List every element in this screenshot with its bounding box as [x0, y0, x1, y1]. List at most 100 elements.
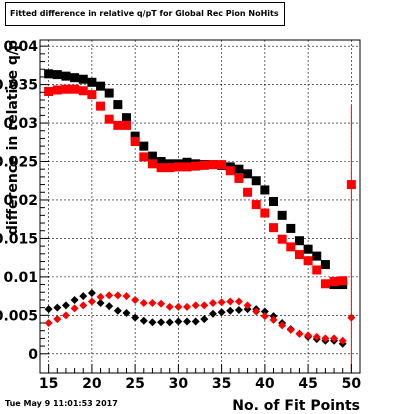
x-tick-label: 20: [82, 376, 102, 392]
data-point-diamond: [44, 319, 53, 328]
data-point-square: [312, 251, 322, 261]
data-point-diamond: [226, 306, 235, 315]
data-point-diamond: [226, 297, 235, 306]
y-tick-label: 0.03: [3, 116, 38, 132]
data-point-square: [139, 152, 149, 162]
data-point-diamond: [252, 307, 261, 316]
data-point-square: [78, 74, 88, 84]
data-point-diamond: [70, 295, 79, 304]
data-point-diamond: [234, 297, 243, 306]
y-tick-label: 0.02: [3, 193, 38, 209]
axis-layer: 15 20 25 30 35 40 45 50 0 0.005 0.01 0.015 0.02 0.025…: [0, 39, 361, 392]
x-tick-label: 35: [212, 376, 231, 392]
data-point-diamond: [260, 307, 269, 316]
data-point-square: [104, 88, 114, 98]
x-tick-label: 15: [39, 376, 58, 392]
data-point-diamond: [208, 309, 217, 318]
data-point-square: [234, 173, 244, 183]
data-point-diamond: [157, 299, 166, 308]
data-point-square: [208, 160, 218, 170]
data-point-diamond: [61, 311, 70, 320]
data-point-square: [156, 163, 166, 173]
data-point-square: [260, 185, 270, 195]
data-point-diamond: [70, 304, 79, 313]
data-point-square: [130, 137, 140, 147]
data-point-diamond: [105, 302, 114, 311]
data-point-square: [312, 265, 322, 275]
data-point-diamond: [87, 289, 96, 298]
data-point-square: [147, 159, 157, 169]
data-point-square: [121, 120, 131, 130]
data-point-diamond: [61, 301, 70, 310]
data-point-square: [294, 236, 304, 246]
timestamp-label: Tue May 9 11:01:53 2017: [5, 399, 118, 408]
y-axis-title: difference in relative q/p: [5, 40, 21, 235]
data-point-square: [52, 70, 62, 80]
chart-title: Fitted difference in relative q/pT for G…: [5, 2, 285, 26]
data-point-diamond: [96, 299, 105, 308]
data-point-square: [346, 180, 356, 190]
data-point-square: [286, 242, 296, 252]
y-tick-label: 0: [28, 347, 38, 363]
data-point-diamond: [217, 298, 226, 307]
data-point-diamond: [200, 301, 209, 310]
data-point-diamond: [44, 305, 53, 314]
data-point-square: [191, 161, 201, 171]
y-tick-label: 0.04: [3, 39, 38, 55]
data-point-square: [121, 113, 131, 123]
data-point-square: [61, 84, 71, 94]
data-point-square: [199, 160, 209, 170]
data-point-diamond: [217, 308, 226, 317]
x-tick-label: 25: [125, 376, 144, 392]
data-point-square: [217, 160, 227, 170]
data-point-square: [44, 87, 54, 97]
data-point-square: [251, 176, 261, 186]
y-tick-label: 0.035: [0, 78, 38, 94]
data-point-diamond: [165, 302, 174, 311]
data-point-diamond: [122, 309, 131, 318]
data-point-diamond: [165, 318, 174, 327]
data-point-diamond: [113, 306, 122, 315]
data-point-diamond: [113, 291, 122, 300]
data-point-square: [78, 86, 88, 96]
data-point-diamond: [312, 332, 321, 341]
data-point-square: [87, 77, 97, 87]
data-point-square: [286, 223, 296, 233]
data-point-square: [165, 163, 175, 173]
data-point-diamond: [139, 316, 148, 325]
data-point-square: [156, 157, 166, 167]
data-point-square: [182, 162, 192, 172]
grid-layer: [40, 40, 360, 373]
data-point-square: [130, 131, 140, 141]
data-point-diamond: [157, 318, 166, 327]
data-point-square: [277, 210, 287, 220]
data-point-square: [243, 169, 253, 179]
data-point-diamond: [191, 301, 200, 310]
data-point-square: [87, 90, 97, 100]
data-point-diamond: [208, 299, 217, 308]
data-point-square: [173, 162, 183, 172]
data-point-diamond: [321, 334, 330, 343]
data-point-diamond: [53, 303, 62, 312]
data-point-square: [234, 164, 244, 174]
data-point-diamond: [148, 299, 157, 308]
data-point-square: [338, 276, 348, 286]
data-point-square: [320, 279, 330, 289]
data-point-square: [243, 187, 253, 197]
data-point-diamond: [96, 292, 105, 301]
data-point-diamond: [295, 329, 304, 338]
y-tick-label: 0.025: [0, 155, 38, 171]
data-point-diamond: [174, 302, 183, 311]
data-point-diamond: [148, 318, 157, 327]
data-point-square: [320, 260, 330, 270]
data-point-square: [182, 157, 192, 167]
data-point-diamond: [338, 336, 347, 345]
x-tick-label: 45: [298, 376, 317, 392]
data-point-diamond: [243, 301, 252, 310]
data-point-diamond: [330, 334, 339, 343]
data-point-square: [139, 141, 149, 151]
data-point-diamond: [87, 297, 96, 306]
data-point-diamond: [174, 317, 183, 326]
data-point-square: [329, 276, 339, 286]
